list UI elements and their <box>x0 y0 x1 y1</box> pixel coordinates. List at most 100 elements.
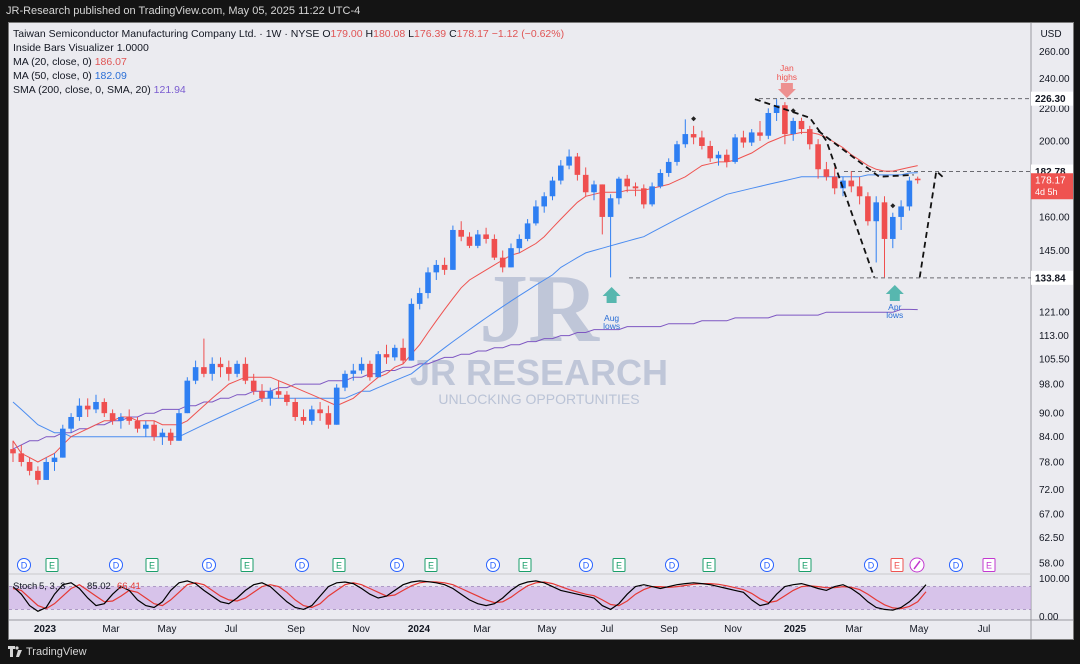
countdown-label: 4d 5h <box>1035 187 1058 197</box>
price-tick-label: 84.00 <box>1039 432 1064 443</box>
candle-body <box>192 367 199 381</box>
dividend-event-marker <box>864 558 878 572</box>
candle-body <box>475 234 481 246</box>
candle-body <box>699 137 705 146</box>
stoch-d-value: 66.41 <box>117 581 141 592</box>
earnings-event-label: E <box>616 561 622 571</box>
candle-body <box>798 120 805 130</box>
candle-body <box>159 432 166 437</box>
annotation-jan-highs: Jan <box>780 63 794 73</box>
dividend-event-marker <box>109 558 123 572</box>
time-tick-label: Nov <box>352 624 370 635</box>
candle-body <box>10 449 16 454</box>
ohlc-change: −1.12 (−0.62%) <box>491 28 565 40</box>
candle-body <box>815 144 821 170</box>
candle-body <box>599 184 606 217</box>
candle-body <box>300 416 307 421</box>
candle-body <box>101 401 108 414</box>
ma50-line[interactable]: MA (50, close, 0) 182.09 <box>13 69 564 83</box>
candle-body <box>914 178 921 181</box>
tradingview-logo-icon <box>8 646 22 657</box>
candle-body <box>143 424 149 429</box>
earnings-event-marker <box>240 558 254 572</box>
candle-body <box>60 428 66 458</box>
watermark-monogram: JR <box>479 255 600 363</box>
dividend-event-marker <box>486 558 500 572</box>
annotation-arrow-up <box>602 287 621 303</box>
stoch-d-line <box>12 581 927 610</box>
candle-body <box>898 206 904 217</box>
candle-body <box>400 347 406 361</box>
candle-body <box>881 202 888 239</box>
earnings-event-label: E <box>336 561 342 571</box>
candle-body <box>333 387 340 425</box>
candle-body <box>765 112 772 136</box>
dividend-event-marker <box>390 558 404 572</box>
dividend-event-marker <box>579 558 593 572</box>
sma200-line <box>12 308 918 450</box>
resistance-price-label: 226.30 <box>1035 94 1066 105</box>
publisher-text: JR-Research published on TradingView.com… <box>6 5 361 17</box>
chart-panel[interactable]: Taiwan Semiconductor Manufacturing Compa… <box>8 22 1074 640</box>
dividend-event-label: D <box>490 561 497 571</box>
candle-body <box>126 416 132 421</box>
inside-bars-line[interactable]: Inside Bars Visualizer 1.0000 <box>13 41 564 55</box>
ohlc-high: 180.08 <box>373 28 406 40</box>
ma20-line[interactable]: MA (20, close, 0) 186.07 <box>13 55 564 69</box>
price-tick-label: 240.00 <box>1039 74 1070 85</box>
ma50-label: MA (50, close, 0) <box>13 70 92 82</box>
candle-body <box>250 380 257 392</box>
dividend-event-label: D <box>764 561 771 571</box>
candle-body <box>541 196 547 207</box>
candle-body <box>732 137 738 162</box>
tradingview-brand: TradingView <box>26 646 87 658</box>
candle-body <box>649 186 655 205</box>
ma20-value: 186.07 <box>94 56 127 68</box>
candle-body <box>499 257 506 268</box>
last-price-label: 178.17 <box>1035 176 1066 187</box>
candle-body <box>433 264 440 273</box>
candle-body <box>873 202 879 222</box>
earnings-event-label: E <box>894 561 900 571</box>
candle-body <box>350 370 357 374</box>
candle-body <box>416 293 423 304</box>
earnings-event-marker <box>890 558 904 572</box>
earnings-event-marker <box>424 558 438 572</box>
dividend-event-marker <box>760 558 774 572</box>
sma200-line[interactable]: SMA (200, close, 0, SMA, 20) 121.94 <box>13 83 564 97</box>
candle-body <box>267 391 274 399</box>
earnings-event-label: E <box>706 561 712 571</box>
annotation-aug-lows: Aug <box>604 313 619 323</box>
candle-body <box>118 416 124 421</box>
price-tick-label: 121.00 <box>1039 308 1070 319</box>
candle-body <box>242 363 249 381</box>
time-tick-label: Mar <box>102 624 120 635</box>
price-tick-label: 90.00 <box>1039 409 1064 420</box>
earnings-event-label: E <box>986 561 992 571</box>
price-tick-label: 62.50 <box>1039 533 1064 544</box>
dividend-event-label: D <box>113 561 120 571</box>
candle-body <box>201 367 207 374</box>
candle-body <box>408 303 415 361</box>
ma50-value: 182.09 <box>94 70 127 82</box>
ohlc-close-label: C <box>449 28 457 40</box>
candle-body <box>392 347 398 358</box>
candle-body <box>275 391 282 395</box>
candle-body <box>516 238 523 249</box>
support-price-label: 133.84 <box>1035 273 1066 284</box>
candle-body <box>35 470 41 480</box>
candle-body <box>226 367 232 374</box>
dividend-event-marker <box>665 558 679 572</box>
candle-body <box>375 354 381 378</box>
candle-body <box>574 156 581 175</box>
annotation-arrow-down <box>777 83 796 98</box>
stoch-tick-label: 0.00 <box>1039 612 1059 623</box>
candle-body <box>682 134 689 145</box>
resistance-price-label-bg <box>1031 91 1073 106</box>
candle-body <box>51 457 58 462</box>
chart-legend: Taiwan Semiconductor Manufacturing Compa… <box>13 27 564 97</box>
annotation-aug-lows: lows <box>603 321 620 331</box>
dividend-event-marker <box>202 558 216 572</box>
dividend-event-marker <box>949 558 963 572</box>
